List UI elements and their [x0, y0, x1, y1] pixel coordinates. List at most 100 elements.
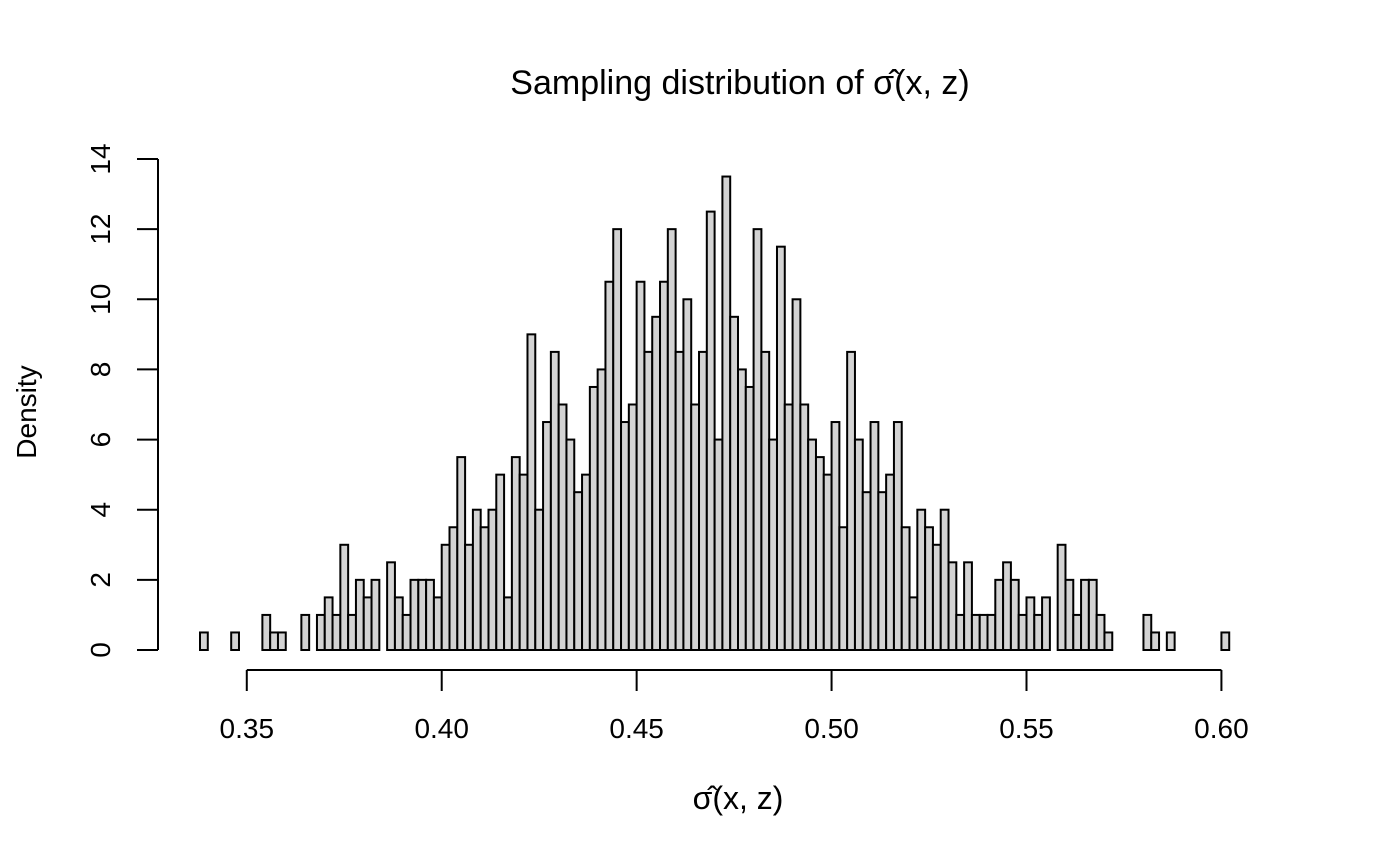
- histogram-bar: [354, 578, 365, 651]
- histogram-bar: [690, 403, 701, 651]
- histogram-bar: [557, 403, 568, 651]
- histogram-bar: [885, 473, 895, 651]
- histogram-bar: [581, 473, 591, 651]
- histogram-bar: [542, 421, 552, 651]
- histogram-bar: [370, 578, 381, 651]
- histogram-bar: [682, 298, 693, 651]
- histogram-bar: [877, 491, 888, 651]
- histogram-bar: [916, 508, 927, 652]
- histogram-bar: [955, 613, 966, 652]
- histogram-bar: [721, 175, 732, 652]
- histogram-bar: [1095, 613, 1106, 652]
- histogram-bar: [503, 596, 513, 652]
- histogram-bar: [900, 526, 911, 651]
- histogram-bar: [1150, 631, 1161, 652]
- histogram-bar: [666, 228, 677, 651]
- histogram-bar: [331, 613, 342, 652]
- histogram-bar: [620, 421, 630, 651]
- chart-title: Sampling distribution of σ̂(x, z): [510, 64, 969, 102]
- histogram-bar: [230, 631, 240, 652]
- histogram-bar: [456, 456, 467, 651]
- histogram-bar: [1220, 631, 1231, 652]
- histogram-bar: [471, 508, 482, 652]
- histogram-bar: [1041, 596, 1051, 652]
- histogram-bar: [487, 508, 498, 652]
- histogram-bar: [869, 421, 880, 651]
- histogram-bar: [822, 473, 833, 651]
- histogram-bar: [573, 491, 584, 651]
- histogram-bar: [612, 228, 623, 651]
- histogram-bar: [737, 368, 747, 651]
- histogram-bar: [994, 578, 1005, 651]
- histogram-bar: [464, 543, 474, 651]
- histogram-bar: [861, 491, 872, 651]
- histogram-bar: [386, 561, 396, 651]
- histogram-bar: [970, 613, 981, 652]
- histogram-bar: [425, 578, 435, 651]
- histogram-bar: [510, 456, 521, 651]
- histogram-bar: [674, 350, 685, 651]
- y-axis: 0 2 4 6 8 10 12 14: [85, 143, 159, 658]
- histogram-bar: [1017, 613, 1028, 652]
- histogram-bar: [705, 210, 716, 651]
- histogram-bar: [814, 456, 825, 651]
- histogram-bar: [986, 613, 997, 652]
- histogram-bar: [908, 596, 919, 652]
- x-tick-label: 0.50: [804, 713, 859, 744]
- histogram-bar: [807, 438, 817, 652]
- histogram-bar: [791, 298, 802, 651]
- x-tick-label: 0.35: [220, 713, 275, 744]
- histogram-bar: [853, 438, 864, 652]
- histogram-bar: [565, 438, 576, 652]
- histogram-bar: [549, 350, 560, 651]
- histogram-bar: [1080, 578, 1090, 651]
- histogram-bar: [440, 543, 451, 651]
- x-tick-label: 0.60: [1194, 713, 1249, 744]
- histogram-bar: [409, 578, 420, 651]
- histogram-bar: [659, 280, 669, 651]
- histogram-bar: [744, 385, 755, 651]
- histogram-bars: [199, 175, 1231, 652]
- y-tick-label: 10: [85, 284, 116, 315]
- y-axis-label: Density: [11, 365, 42, 458]
- histogram-bar: [1165, 631, 1176, 652]
- y-tick-label: 12: [85, 214, 116, 245]
- histogram-bar: [401, 613, 412, 652]
- histogram-bar: [604, 280, 615, 651]
- histogram-bar: [534, 508, 545, 652]
- histogram-bar: [1056, 543, 1067, 651]
- y-tick-label: 14: [85, 143, 116, 174]
- histogram-bar: [1002, 561, 1012, 651]
- histogram-bar: [199, 631, 209, 652]
- x-tick-label: 0.55: [999, 713, 1054, 744]
- histogram-bar: [479, 526, 490, 651]
- histogram-bar: [417, 578, 428, 651]
- histogram-bar: [261, 613, 272, 652]
- histogram-bar: [643, 350, 654, 651]
- histogram-bar: [596, 368, 607, 651]
- histogram-bar: [432, 596, 443, 652]
- histogram-bar: [300, 613, 311, 652]
- histogram-bar: [947, 561, 958, 651]
- chart-title-symbol: σ̂(x, z): [873, 64, 970, 102]
- y-tick-label: 6: [85, 432, 116, 448]
- histogram-bar: [1009, 578, 1020, 651]
- histogram-bar: [963, 561, 973, 651]
- histogram-bar: [799, 403, 810, 651]
- histogram-bar: [315, 613, 326, 652]
- y-tick-label: 4: [85, 502, 116, 518]
- histogram-bar: [448, 526, 459, 651]
- histogram-bar: [760, 350, 771, 651]
- y-tick-label: 0: [85, 642, 116, 658]
- histogram-bar: [1142, 613, 1153, 652]
- histogram-bar: [939, 508, 950, 652]
- histogram-bar: [495, 473, 506, 651]
- histogram-bar: [588, 385, 599, 651]
- histogram-bar: [838, 526, 849, 651]
- histogram-bar: [393, 596, 404, 652]
- x-tick-label: 0.40: [414, 713, 469, 744]
- histogram-bar: [713, 438, 724, 652]
- histogram-bar: [775, 245, 786, 652]
- histogram-bar: [518, 473, 529, 651]
